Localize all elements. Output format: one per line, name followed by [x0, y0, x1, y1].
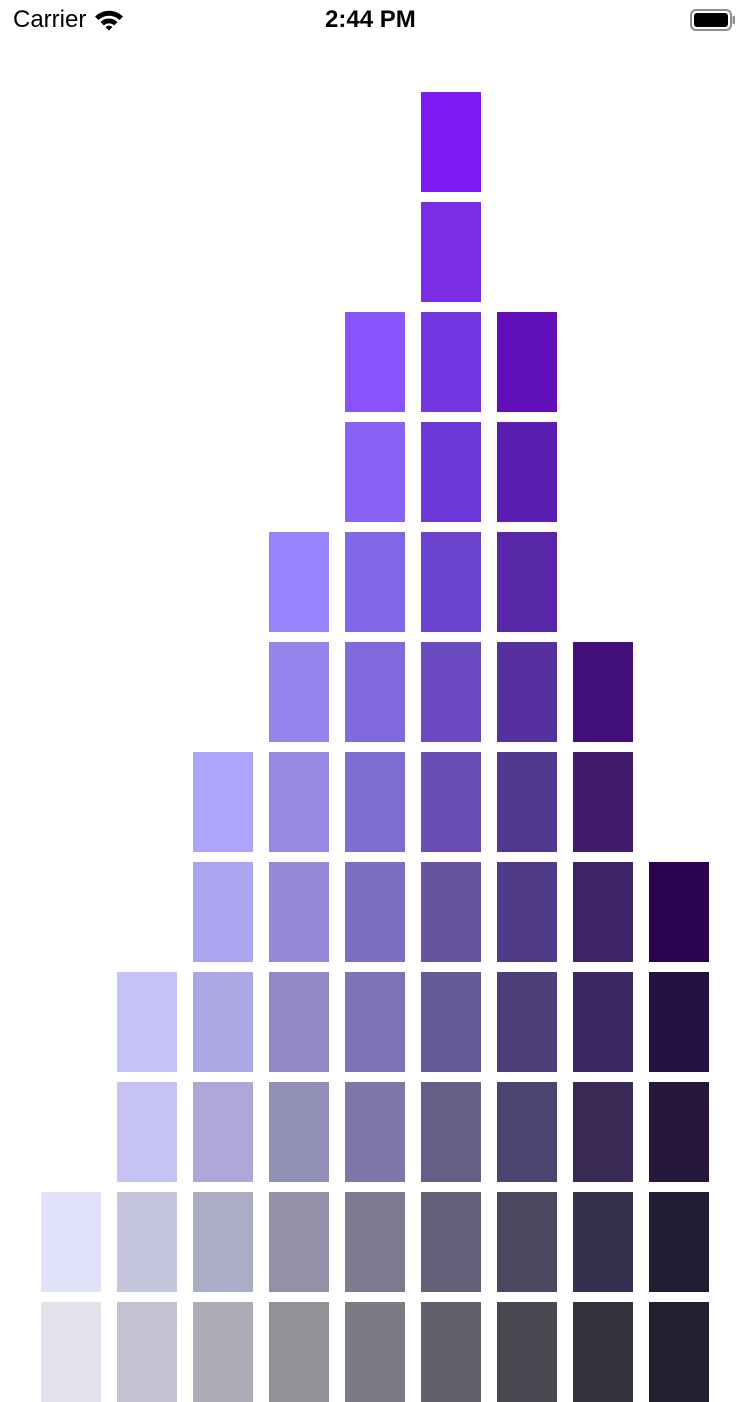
- color-swatch[interactable]: [117, 1082, 177, 1182]
- color-swatch[interactable]: [573, 1192, 633, 1292]
- color-swatch[interactable]: [573, 1302, 633, 1402]
- color-swatch[interactable]: [345, 752, 405, 852]
- color-swatch[interactable]: [193, 972, 253, 1072]
- color-swatch[interactable]: [117, 972, 177, 1072]
- color-swatch[interactable]: [573, 972, 633, 1072]
- battery-full-icon: [690, 9, 735, 31]
- color-swatch[interactable]: [345, 1302, 405, 1402]
- color-swatch[interactable]: [497, 532, 557, 632]
- carrier-label: Carrier: [13, 6, 87, 33]
- color-swatch[interactable]: [649, 1082, 709, 1182]
- color-swatch[interactable]: [345, 972, 405, 1072]
- color-swatch[interactable]: [421, 752, 481, 852]
- color-swatch[interactable]: [649, 862, 709, 962]
- color-swatch[interactable]: [573, 642, 633, 742]
- color-swatch[interactable]: [649, 1302, 709, 1402]
- color-swatch[interactable]: [269, 862, 329, 962]
- color-swatch[interactable]: [193, 1192, 253, 1292]
- status-bar: Carrier 2:44 PM: [0, 0, 750, 40]
- color-swatch[interactable]: [421, 1192, 481, 1292]
- color-swatch[interactable]: [497, 972, 557, 1072]
- clock-time: 2:44 PM: [325, 6, 416, 33]
- color-swatch-grid: [41, 92, 709, 1402]
- color-swatch[interactable]: [573, 1082, 633, 1182]
- color-swatch[interactable]: [117, 1302, 177, 1402]
- color-swatch[interactable]: [421, 862, 481, 962]
- wifi-icon: [95, 10, 124, 31]
- color-swatch[interactable]: [345, 862, 405, 962]
- color-swatch[interactable]: [193, 862, 253, 962]
- color-swatch[interactable]: [421, 532, 481, 632]
- color-swatch[interactable]: [421, 312, 481, 412]
- color-swatch[interactable]: [497, 1192, 557, 1292]
- color-swatch[interactable]: [497, 752, 557, 852]
- color-swatch[interactable]: [193, 752, 253, 852]
- color-swatch[interactable]: [497, 1082, 557, 1182]
- color-swatch[interactable]: [421, 1082, 481, 1182]
- carrier-group: Carrier: [13, 6, 125, 34]
- color-swatch[interactable]: [117, 1192, 177, 1292]
- color-swatch[interactable]: [421, 972, 481, 1072]
- color-swatch[interactable]: [269, 532, 329, 632]
- color-swatch[interactable]: [193, 1302, 253, 1402]
- color-swatch[interactable]: [41, 1302, 101, 1402]
- color-swatch[interactable]: [345, 642, 405, 742]
- color-swatch[interactable]: [269, 642, 329, 742]
- color-swatch[interactable]: [497, 422, 557, 522]
- color-swatch[interactable]: [193, 1082, 253, 1182]
- color-swatch[interactable]: [649, 1192, 709, 1292]
- color-swatch[interactable]: [497, 862, 557, 962]
- color-swatch[interactable]: [573, 862, 633, 962]
- color-swatch[interactable]: [269, 1302, 329, 1402]
- color-swatch[interactable]: [345, 1082, 405, 1182]
- color-swatch[interactable]: [497, 312, 557, 412]
- color-swatch[interactable]: [345, 312, 405, 412]
- color-swatch[interactable]: [269, 1082, 329, 1182]
- color-swatch[interactable]: [421, 1302, 481, 1402]
- color-swatch[interactable]: [421, 92, 481, 192]
- color-swatch[interactable]: [421, 202, 481, 302]
- color-swatch[interactable]: [269, 1192, 329, 1292]
- color-swatch[interactable]: [649, 972, 709, 1072]
- color-swatch[interactable]: [573, 752, 633, 852]
- color-swatch[interactable]: [421, 642, 481, 742]
- color-swatch[interactable]: [345, 422, 405, 522]
- color-swatch[interactable]: [497, 1302, 557, 1402]
- color-swatch[interactable]: [497, 642, 557, 742]
- color-swatch[interactable]: [345, 1192, 405, 1292]
- color-swatch[interactable]: [345, 532, 405, 632]
- color-swatch[interactable]: [41, 1192, 101, 1292]
- color-swatch[interactable]: [421, 422, 481, 522]
- color-swatch[interactable]: [269, 972, 329, 1072]
- color-swatch[interactable]: [269, 752, 329, 852]
